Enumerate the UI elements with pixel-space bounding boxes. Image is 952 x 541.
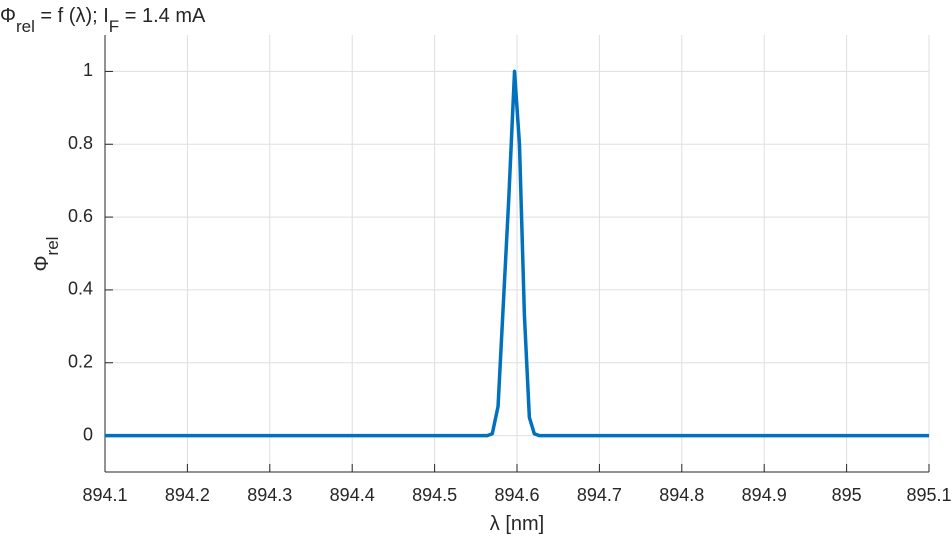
y-tick-label: 1	[83, 60, 93, 80]
y-tick-label: 0	[83, 424, 93, 444]
x-tick-label: 894.4	[330, 485, 375, 505]
x-tick-label: 894.9	[742, 485, 787, 505]
subscript: rel	[43, 237, 62, 256]
x-tick-label: 894.5	[412, 485, 457, 505]
x-tick-label: 894.1	[82, 485, 127, 505]
subscript: rel	[16, 17, 35, 36]
x-tick-label: 895	[832, 485, 862, 505]
y-axis-label: Φrel	[31, 237, 62, 272]
y-tick-label: 0.4	[68, 279, 93, 299]
text-part: Φ	[31, 255, 53, 271]
data-line	[105, 69, 929, 438]
x-tick-label: 894.7	[577, 485, 622, 505]
x-tick-label: 894.6	[494, 485, 539, 505]
y-tick-label: 0.8	[68, 133, 93, 153]
subscript: F	[109, 17, 119, 36]
x-tick-label: 894.8	[659, 485, 704, 505]
x-tick-label: 894.3	[247, 485, 292, 505]
y-tick-label: 0.2	[68, 352, 93, 372]
y-tick-label: 0.6	[68, 206, 93, 226]
x-tick-label: 895.1	[906, 485, 951, 505]
x-tick-label: 894.2	[165, 485, 210, 505]
text-part: = 1.4 mA	[119, 5, 206, 27]
x-axis-label: λ [nm]	[490, 513, 544, 535]
text-part: = f (λ); I	[35, 5, 109, 27]
text-part: Φ	[0, 5, 16, 27]
chart-title: Φrel = f (λ); IF = 1.4 mA	[0, 5, 206, 36]
